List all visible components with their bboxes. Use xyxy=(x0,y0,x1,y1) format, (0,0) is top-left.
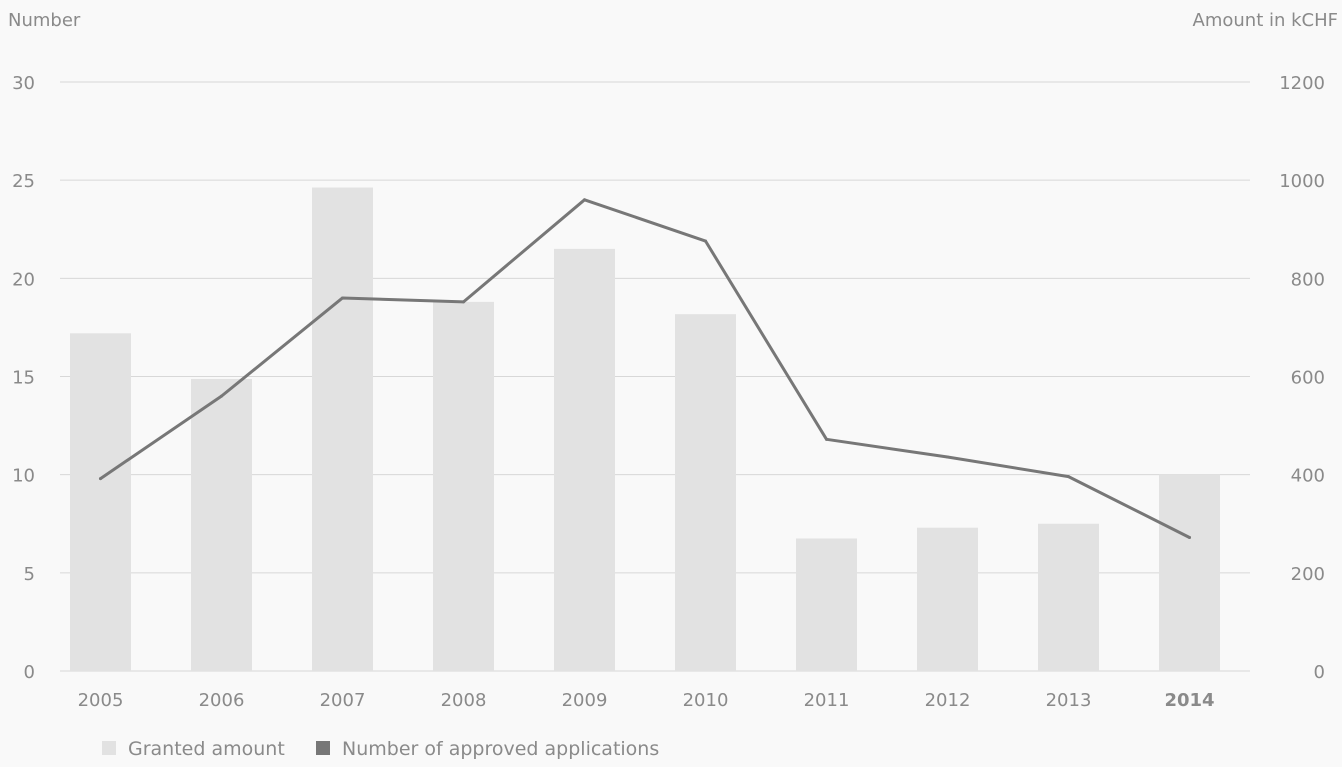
legend-label: Granted amount xyxy=(128,738,285,760)
bar-2009 xyxy=(554,248,615,671)
x-tick-label: 2007 xyxy=(320,690,366,711)
x-tick-label: 2013 xyxy=(1046,690,1092,711)
y-tick-right-label: 600 xyxy=(1291,368,1325,389)
y-tick-left-label: 30 xyxy=(12,73,35,94)
y-tick-left-label: 5 xyxy=(24,564,35,585)
line-point-2012 xyxy=(946,455,949,459)
x-tick-label: 2008 xyxy=(441,690,487,711)
line-point-2007 xyxy=(341,296,344,300)
x-tick-label: 2010 xyxy=(683,690,729,711)
x-tick-label: 2005 xyxy=(78,690,124,711)
y-axis-left-label: Number xyxy=(8,10,81,31)
bar-2005 xyxy=(70,333,131,671)
x-tick-label: 2006 xyxy=(199,690,245,711)
line-point-2011 xyxy=(825,437,828,441)
bar-2013 xyxy=(1038,523,1099,671)
x-axis-ticks: 2005 2006 2007 2008 2009 2010 2011 2012 2013 2014 xyxy=(78,690,1215,711)
y-tick-right-label: 200 xyxy=(1291,564,1325,585)
bar-2014 xyxy=(1159,474,1220,671)
y-axis-right-label: Amount in kCHF xyxy=(1193,10,1338,31)
line-point-2008 xyxy=(462,300,465,304)
line-point-2005 xyxy=(99,477,102,481)
line-point-2006 xyxy=(220,394,223,398)
y-axis-left-ticks: 0 5 10 15 20 25 30 xyxy=(12,73,35,683)
bar-2011 xyxy=(796,538,857,671)
x-tick-label: 2011 xyxy=(804,690,850,711)
x-tick-label: 2012 xyxy=(925,690,971,711)
legend-label: Number of approved applications xyxy=(342,738,659,760)
x-tick-label: 2009 xyxy=(562,690,608,711)
legend-swatch xyxy=(316,741,330,755)
y-tick-right-label: 1200 xyxy=(1279,73,1325,94)
y-tick-left-label: 15 xyxy=(12,368,35,389)
bar-2010 xyxy=(675,314,736,671)
gridlines xyxy=(60,81,1250,672)
line-point-2009 xyxy=(583,198,586,202)
y-tick-left-label: 20 xyxy=(12,269,35,290)
legend: Granted amount Number of approved applica… xyxy=(102,738,659,760)
bar-2007 xyxy=(312,187,373,671)
y-tick-left-label: 10 xyxy=(12,466,35,487)
bar-series-layer xyxy=(70,187,1220,671)
bar-2012 xyxy=(917,527,978,671)
y-tick-right-label: 400 xyxy=(1291,466,1325,487)
legend-swatch xyxy=(102,741,116,755)
line-point-2010 xyxy=(704,239,707,243)
x-tick-label: 2014 xyxy=(1164,690,1214,711)
bar-2008 xyxy=(433,301,494,671)
y-axis-right-ticks: 0 200 400 600 800 1000 1200 xyxy=(1279,73,1325,683)
y-tick-left-label: 0 xyxy=(24,662,35,683)
y-tick-right-label: 800 xyxy=(1291,269,1325,290)
y-tick-right-label: 0 xyxy=(1314,662,1325,683)
line-series-layer xyxy=(99,198,1191,539)
bar-2006 xyxy=(191,378,252,671)
y-tick-right-label: 1000 xyxy=(1279,171,1325,192)
line-point-2014 xyxy=(1188,535,1191,539)
line-point-2013 xyxy=(1067,475,1070,479)
line-number-of-approved-applications xyxy=(99,198,1191,539)
y-tick-left-label: 25 xyxy=(12,171,35,192)
